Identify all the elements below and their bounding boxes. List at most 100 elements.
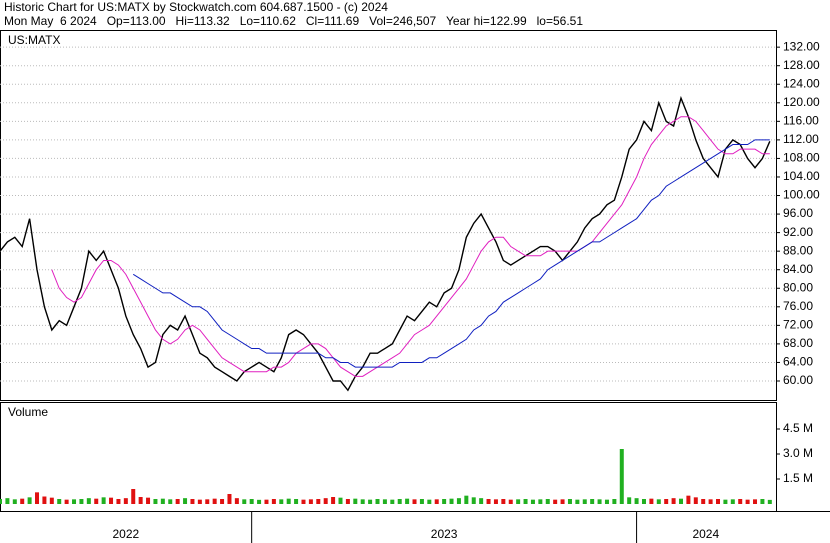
volume-bar bbox=[760, 499, 765, 504]
volume-bar bbox=[686, 495, 691, 504]
volume-bar bbox=[234, 498, 239, 504]
volume-bar bbox=[109, 497, 114, 504]
volume-bar bbox=[434, 499, 439, 504]
x-tick-label: 2024 bbox=[692, 527, 719, 541]
volume-bar bbox=[316, 499, 321, 504]
volume-bar bbox=[701, 499, 706, 504]
volume-bar bbox=[138, 497, 143, 504]
volume-bar bbox=[560, 499, 565, 504]
y-tick-label: 92.00 bbox=[783, 225, 813, 239]
volume-bar bbox=[160, 498, 165, 504]
volume-bar bbox=[590, 499, 595, 504]
panel-title: US:MATX bbox=[8, 33, 60, 47]
volume-bar bbox=[649, 498, 654, 504]
volume-bar bbox=[353, 498, 358, 504]
price-panel bbox=[0, 30, 777, 401]
volume-bar bbox=[116, 499, 121, 504]
volume-bar bbox=[249, 499, 254, 504]
volume-bar bbox=[419, 499, 424, 504]
volume-bar bbox=[708, 499, 713, 504]
volume-bar bbox=[508, 499, 513, 504]
y-tick-label: 3.0 M bbox=[783, 446, 813, 460]
volume-bar bbox=[523, 499, 528, 504]
volume-bar bbox=[471, 497, 476, 504]
volume-bar bbox=[604, 499, 609, 504]
volume-bar bbox=[442, 499, 447, 504]
y-tick-label: 124.00 bbox=[783, 76, 820, 90]
volume-bar bbox=[12, 499, 17, 504]
volume-bar bbox=[619, 449, 624, 504]
volume-bar bbox=[479, 498, 484, 504]
volume-bar bbox=[753, 499, 758, 504]
volume-bar bbox=[368, 499, 373, 504]
volume-bar bbox=[486, 499, 491, 504]
y-tick-label: 128.00 bbox=[783, 58, 820, 72]
volume-bar bbox=[286, 498, 291, 504]
volume-bar bbox=[656, 499, 661, 504]
volume-bar bbox=[123, 498, 128, 504]
volume-bar bbox=[641, 499, 646, 504]
y-tick-label: 76.00 bbox=[783, 299, 813, 313]
volume-bar bbox=[212, 498, 217, 504]
volume-bar bbox=[767, 499, 772, 504]
y-tick-label: 1.5 M bbox=[783, 471, 813, 485]
x-tick-label: 2022 bbox=[112, 527, 139, 541]
volume-bar bbox=[723, 499, 728, 504]
y-tick-label: 116.00 bbox=[783, 114, 819, 128]
header-title: Historic Chart for US:MATX by Stockwatch… bbox=[4, 0, 388, 14]
y-tick-label: 88.00 bbox=[783, 243, 813, 257]
y-tick-label: 120.00 bbox=[783, 95, 820, 109]
volume-bar bbox=[678, 498, 683, 504]
volume-bar bbox=[375, 499, 380, 504]
volume-bar bbox=[175, 499, 180, 504]
volume-bar bbox=[0, 499, 2, 504]
volume-bar bbox=[197, 499, 202, 504]
y-tick-label: 132.00 bbox=[783, 39, 820, 53]
volume-bar bbox=[360, 499, 365, 504]
volume-bar bbox=[57, 499, 62, 504]
volume-bar bbox=[390, 499, 395, 504]
volume-bar bbox=[279, 499, 284, 504]
volume-bar bbox=[153, 499, 158, 504]
volume-bar bbox=[294, 499, 299, 504]
volume-bar bbox=[738, 499, 743, 504]
volume-bar bbox=[730, 499, 735, 504]
volume-bar bbox=[205, 499, 210, 504]
panel-title: Volume bbox=[8, 405, 48, 419]
volume-bar bbox=[493, 499, 498, 504]
volume-bar bbox=[501, 499, 506, 504]
y-tick-label: 64.00 bbox=[783, 355, 813, 369]
volume-bar bbox=[671, 498, 676, 504]
volume-bar bbox=[575, 499, 580, 504]
volume-bar bbox=[308, 499, 313, 504]
volume-bar bbox=[183, 498, 188, 504]
volume-bar bbox=[227, 494, 232, 504]
volume-bar bbox=[49, 497, 54, 504]
volume-bar bbox=[338, 497, 343, 504]
volume-bar bbox=[345, 499, 350, 504]
y-tick-label: 80.00 bbox=[783, 280, 813, 294]
y-tick-label: 96.00 bbox=[783, 206, 813, 220]
volume-bar bbox=[190, 499, 195, 504]
volume-bar bbox=[101, 497, 106, 504]
y-tick-label: 104.00 bbox=[783, 169, 820, 183]
volume-bar bbox=[716, 499, 721, 504]
y-tick-label: 4.5 M bbox=[783, 421, 813, 435]
volume-bar bbox=[5, 498, 10, 504]
volume-bar bbox=[64, 499, 69, 504]
y-tick-label: 84.00 bbox=[783, 262, 813, 276]
volume-bar bbox=[553, 499, 558, 504]
x-tick-label: 2023 bbox=[431, 527, 458, 541]
price-line bbox=[0, 95, 771, 392]
volume-bar bbox=[634, 498, 639, 504]
volume-bar bbox=[220, 499, 225, 504]
volume-bar bbox=[405, 498, 410, 504]
volume-bar bbox=[242, 499, 247, 504]
y-tick-label: 72.00 bbox=[783, 318, 813, 332]
volume-bar bbox=[27, 497, 32, 504]
volume-bar bbox=[86, 498, 91, 504]
volume-bar bbox=[146, 497, 151, 504]
y-tick-label: 108.00 bbox=[783, 151, 820, 165]
